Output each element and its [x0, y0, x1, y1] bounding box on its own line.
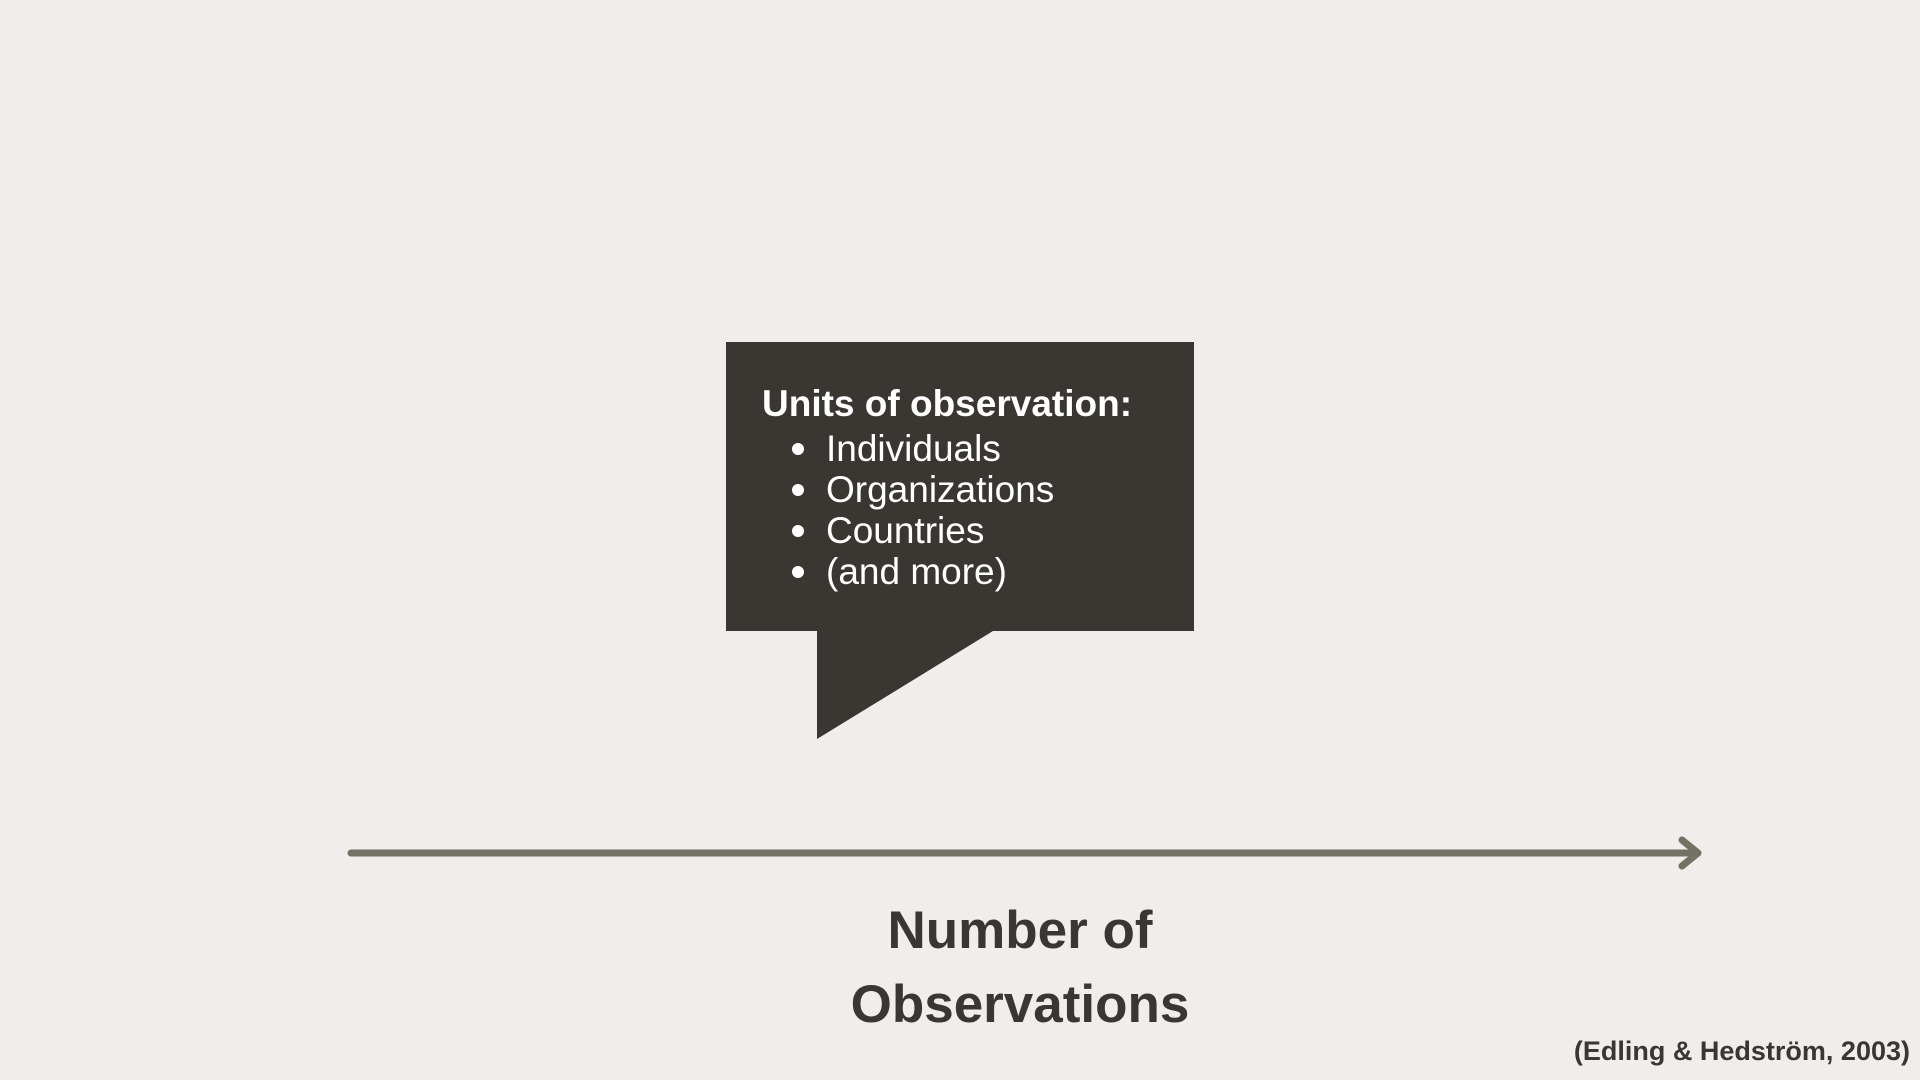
- list-item-label: Countries: [826, 510, 985, 551]
- citation: (Edling & Hedström, 2003): [1573, 1036, 1910, 1066]
- bullet-icon: [792, 484, 804, 496]
- callout-heading: Units of observation:: [762, 383, 1133, 424]
- list-item: Individuals: [762, 428, 1132, 469]
- list-item-label: (and more): [826, 551, 1007, 592]
- speech-bubble-content: Units of observation: Individuals Organi…: [762, 383, 1133, 593]
- units-list: Individuals Organizations Countries (and…: [762, 428, 1132, 592]
- list-item-label: Organizations: [826, 469, 1055, 510]
- list-item: Organizations: [762, 469, 1132, 510]
- bullet-icon: [792, 443, 804, 455]
- arrow-head-icon: [1678, 836, 1702, 870]
- axis-label-line2: Observations: [850, 975, 1190, 1034]
- list-item-label: Individuals: [826, 428, 1001, 469]
- speech-bubble-shape: [726, 342, 1194, 739]
- list-item: Countries: [762, 510, 1132, 551]
- axis-label-line1: Number of: [887, 901, 1153, 960]
- bullet-icon: [792, 525, 804, 537]
- list-item: (and more): [762, 551, 1132, 592]
- axis-label: Number of Observations: [770, 894, 1270, 1042]
- bullet-icon: [792, 566, 804, 578]
